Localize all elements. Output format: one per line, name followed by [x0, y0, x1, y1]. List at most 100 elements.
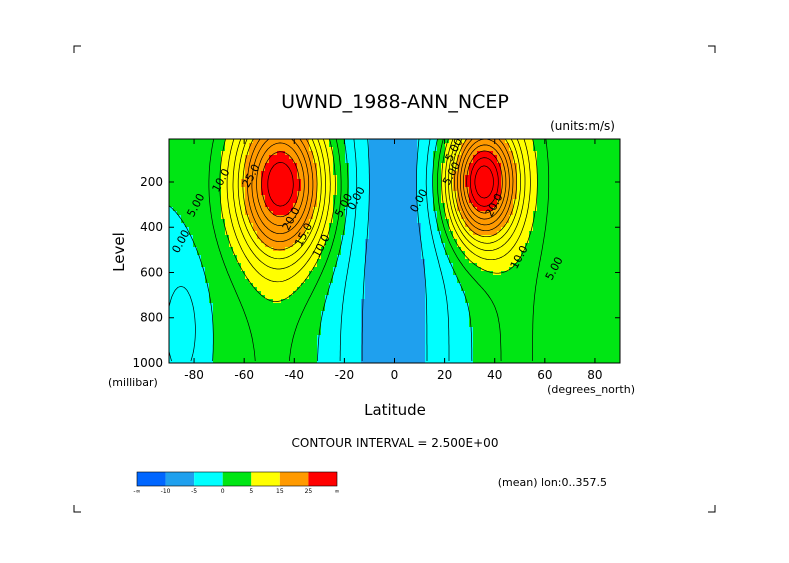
- contour-cell: [309, 231, 314, 236]
- contour-cell: [465, 235, 470, 240]
- contour-cell: [189, 195, 194, 200]
- contour-cell: [385, 239, 390, 244]
- contour-cell: [177, 167, 182, 172]
- contour-cell: [225, 315, 230, 320]
- contour-cell: [413, 195, 418, 200]
- contour-cell: [305, 331, 310, 336]
- contour-cell: [457, 295, 462, 300]
- contour-cell: [181, 259, 186, 264]
- contour-cell: [341, 283, 346, 288]
- contour-cell: [233, 235, 238, 240]
- contour-cell: [169, 139, 174, 144]
- contour-cell: [505, 223, 510, 228]
- contour-cell: [257, 219, 262, 224]
- contour-cell: [433, 155, 438, 160]
- contour-cell: [185, 203, 190, 208]
- contour-cell: [385, 247, 390, 252]
- contour-cell: [201, 187, 206, 192]
- contour-cell: [273, 319, 278, 324]
- contour-cell: [461, 311, 466, 316]
- contour-cell: [457, 339, 462, 344]
- contour-cell: [409, 227, 414, 232]
- contour-cell: [217, 231, 222, 236]
- contour-cell: [333, 307, 338, 312]
- contour-cell: [221, 327, 226, 332]
- contour-cell: [337, 247, 342, 252]
- contour-cell: [365, 335, 370, 340]
- contour-cell: [473, 283, 478, 288]
- contour-cell: [481, 315, 486, 320]
- contour-cell: [365, 191, 370, 196]
- contour-cell: [397, 283, 402, 288]
- contour-cell: [245, 163, 250, 168]
- contour-cell: [289, 167, 294, 172]
- contour-cell: [501, 191, 506, 196]
- contour-cell: [353, 303, 358, 308]
- contour-cell: [493, 359, 498, 363]
- contour-cell: [205, 343, 210, 348]
- contour-cell: [393, 239, 398, 244]
- contour-cell: [405, 223, 410, 228]
- contour-cell: [297, 191, 302, 196]
- contour-cell: [201, 163, 206, 168]
- contour-cell: [181, 235, 186, 240]
- contour-cell: [169, 283, 174, 288]
- contour-cell: [413, 227, 418, 232]
- contour-cell: [377, 191, 382, 196]
- contour-cell: [277, 339, 282, 344]
- contour-cell: [173, 315, 178, 320]
- contour-cell: [425, 195, 430, 200]
- contour-cell: [281, 271, 286, 276]
- contour-cell: [237, 187, 242, 192]
- contour-cell: [421, 351, 426, 356]
- contour-cell: [441, 283, 446, 288]
- contour-cell: [317, 243, 322, 248]
- contour-cell: [221, 215, 226, 220]
- contour-cell: [345, 207, 350, 212]
- contour-cell: [405, 235, 410, 240]
- contour-cell: [177, 187, 182, 192]
- contour-cell: [185, 163, 190, 168]
- contour-cell: [397, 183, 402, 188]
- contour-cell: [329, 351, 334, 356]
- contour-cell: [169, 147, 174, 152]
- contour-cell: [297, 195, 302, 200]
- contour-cell: [441, 235, 446, 240]
- contour-cell: [385, 319, 390, 324]
- contour-cell: [337, 279, 342, 284]
- contour-cell: [453, 303, 458, 308]
- contour-cell: [425, 215, 430, 220]
- contour-cell: [273, 275, 278, 280]
- contour-cell: [237, 151, 242, 156]
- contour-cell: [233, 199, 238, 204]
- contour-cell: [485, 247, 490, 252]
- contour-cell: [237, 179, 242, 184]
- contour-cell: [349, 307, 354, 312]
- contour-cell: [169, 355, 174, 360]
- contour-cell: [193, 271, 198, 276]
- contour-cell: [513, 255, 518, 260]
- contour-cell: [289, 203, 294, 208]
- contour-cell: [361, 235, 366, 240]
- contour-cell: [189, 311, 194, 316]
- contour-cell: [253, 151, 258, 156]
- contour-cell: [193, 195, 198, 200]
- contour-cell: [509, 331, 514, 336]
- contour-cell: [521, 195, 526, 200]
- contour-cell: [521, 139, 526, 144]
- contour-cell: [461, 279, 466, 284]
- contour-cell: [449, 295, 454, 300]
- contour-cell: [457, 247, 462, 252]
- contour-cell: [449, 267, 454, 272]
- contour-cell: [317, 199, 322, 204]
- contour-cell: [497, 259, 502, 264]
- contour-cell: [365, 211, 370, 216]
- contour-cell: [465, 207, 470, 212]
- contour-cell: [465, 139, 470, 144]
- contour-cell: [473, 335, 478, 340]
- contour-cell: [361, 319, 366, 324]
- contour-cell: [513, 283, 518, 288]
- contour-cell: [241, 335, 246, 340]
- contour-cell: [173, 295, 178, 300]
- contour-cell: [497, 299, 502, 304]
